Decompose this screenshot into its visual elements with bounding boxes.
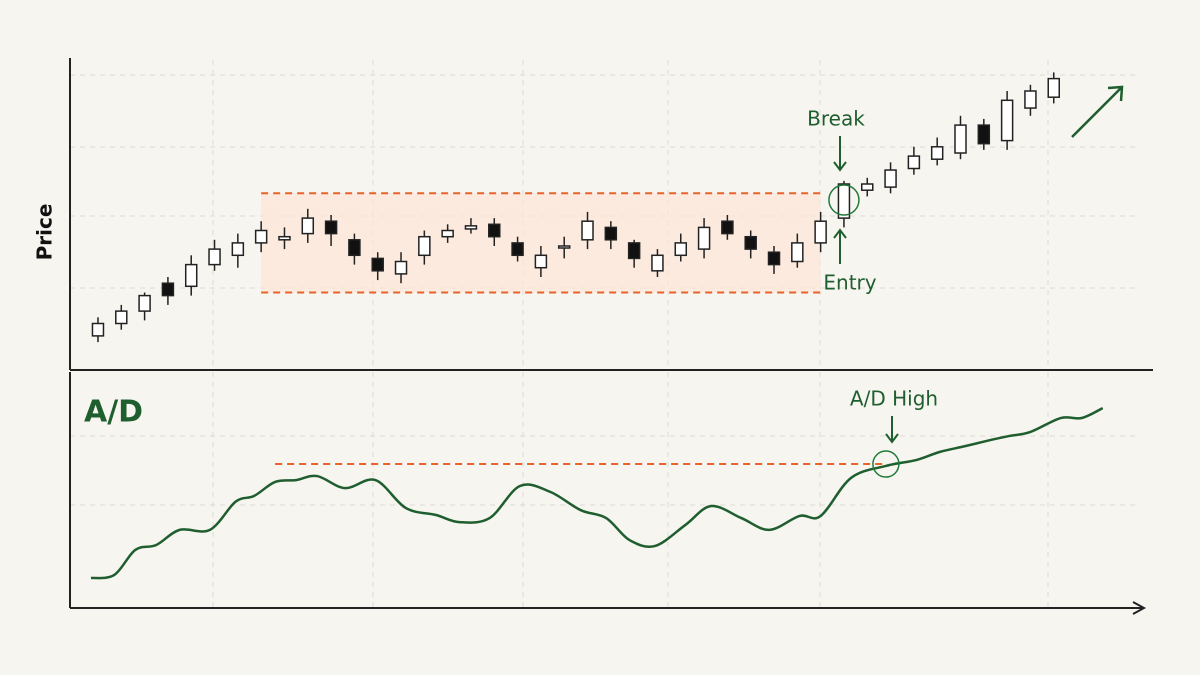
ad-line	[90, 406, 1104, 580]
ad-high-label: A/D High	[850, 387, 938, 411]
trend-arrow	[1071, 85, 1124, 138]
candle-body	[371, 257, 384, 272]
candle-body	[534, 254, 548, 269]
candle-body	[977, 124, 991, 145]
candle-body	[278, 235, 291, 241]
candle-body	[1024, 90, 1037, 109]
candle-body	[557, 245, 571, 249]
candle-body	[884, 169, 897, 188]
candle-body	[1000, 99, 1014, 142]
break-circle	[828, 184, 860, 216]
candle-body	[324, 220, 338, 235]
candle-body	[791, 242, 804, 263]
candle-body	[697, 226, 711, 250]
candle-body	[930, 146, 944, 160]
candle-body	[767, 251, 781, 266]
candle-body	[441, 229, 454, 238]
candle-body	[488, 223, 501, 238]
candle-body	[604, 226, 618, 241]
candle-body	[674, 242, 688, 257]
candle-body	[651, 254, 664, 272]
candle-body	[394, 260, 408, 275]
candle-body	[721, 220, 734, 235]
candle-body	[1047, 77, 1060, 98]
candle-body	[814, 220, 827, 244]
candle-body	[348, 239, 361, 257]
ad-high-arrow	[885, 416, 899, 444]
candle-body	[837, 183, 851, 219]
candle-body	[254, 229, 268, 244]
candle-body	[161, 282, 175, 297]
candle-body	[464, 225, 478, 230]
range-box	[261, 193, 821, 293]
candle-body	[954, 124, 967, 154]
candle-body	[511, 242, 524, 257]
candle-body	[627, 242, 641, 260]
candle-body	[861, 183, 874, 191]
time-arrow	[1132, 601, 1147, 615]
candle-body	[208, 248, 221, 266]
candle-body	[184, 263, 198, 288]
candle-body	[301, 217, 315, 235]
candle-body	[744, 235, 757, 250]
ad-high-circle	[872, 450, 900, 478]
candle-body	[91, 322, 105, 337]
candle-body	[138, 294, 151, 312]
candle-body	[115, 310, 128, 325]
entry-label: Entry	[823, 271, 876, 295]
candle-body	[581, 220, 594, 241]
price-label: Price	[33, 204, 57, 261]
break-arrow	[833, 136, 847, 172]
candle-body	[418, 235, 431, 257]
candle-body	[907, 155, 921, 170]
candle-body	[231, 242, 245, 257]
ad-title: A/D	[84, 395, 143, 430]
entry-arrow	[833, 228, 847, 264]
plot	[90, 72, 1104, 580]
break-label: Break	[807, 107, 865, 131]
